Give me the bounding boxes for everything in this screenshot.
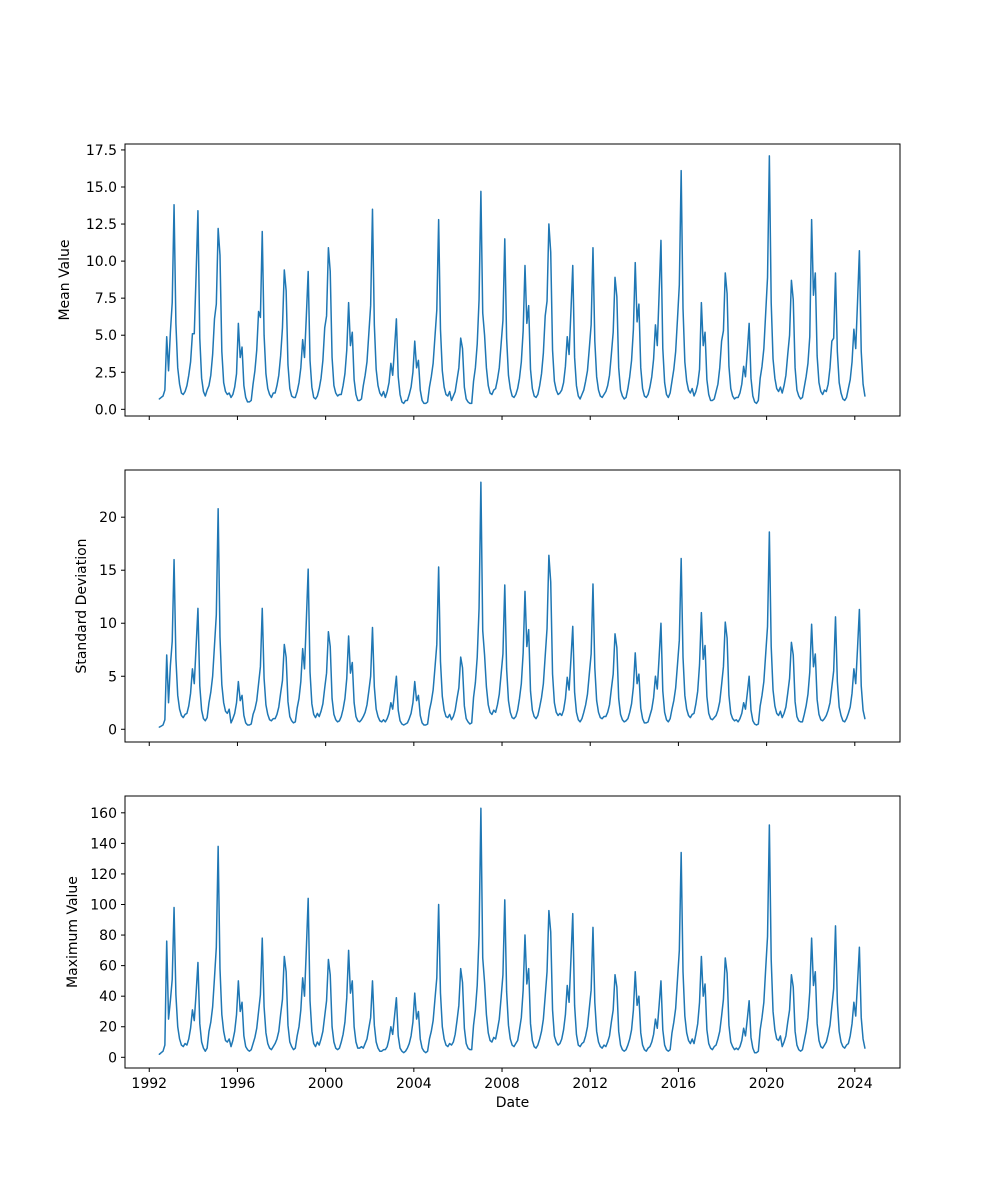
- y-tick-label: 5: [108, 669, 117, 685]
- axes-spines-standard-deviation: [124, 469, 901, 743]
- line-series-maximum-value: [158, 807, 866, 1055]
- y-axis-label-standard-deviation: Standard Deviation: [74, 538, 90, 673]
- y-tick-label: 0: [108, 722, 117, 738]
- y-tick-label: 20: [99, 1020, 117, 1036]
- y-tick-label: 7.5: [95, 291, 117, 307]
- y-tick-label: 0.0: [95, 402, 117, 418]
- y-tick-label: 2.5: [95, 365, 117, 381]
- y-tick-label: 20: [99, 510, 117, 526]
- subplot-mean-value: 0.0 2.5 5.0 7.5 10.0 12.5 15.0 17.5 Mean Value: [57, 143, 901, 420]
- y-tick-label: 15.0: [86, 180, 117, 196]
- y-axis-label-maximum-value: Maximum Value: [65, 876, 81, 988]
- x-tick-label: 2016: [661, 1076, 697, 1092]
- x-tick-label: 2024: [837, 1076, 873, 1092]
- y-tick-label: 160: [90, 806, 117, 822]
- y-tick-label: 5.0: [95, 328, 117, 344]
- subplot-maximum-value: 0 20 40 60 80 100 120 140 160 1992 1996 2000 2004 200…: [65, 795, 901, 1111]
- y-axis-label-mean-value: Mean Value: [57, 239, 73, 320]
- x-tick-label: 2004: [396, 1076, 432, 1092]
- x-axis-label: Date: [496, 1095, 529, 1111]
- y-tick-label: 120: [90, 867, 117, 883]
- x-tick-label: 2000: [308, 1076, 344, 1092]
- line-series-mean-value: [158, 155, 866, 405]
- x-tick-label: 1992: [131, 1076, 167, 1092]
- y-tick-label: 100: [90, 897, 117, 913]
- subplot-standard-deviation: 0 5 10 15 20 Standard Deviation: [74, 469, 901, 746]
- axes-spines-mean-value: [124, 143, 901, 417]
- axes-spines-maximum-value: [124, 795, 901, 1069]
- y-tick-label: 17.5: [86, 143, 117, 159]
- y-tick-label: 40: [99, 989, 117, 1005]
- x-tick-label: 2008: [484, 1076, 520, 1092]
- y-tick-label: 10.0: [86, 254, 117, 270]
- y-tick-label: 15: [99, 563, 117, 579]
- y-tick-label: 140: [90, 836, 117, 852]
- y-tick-label: 60: [99, 959, 117, 975]
- y-tick-label: 80: [99, 928, 117, 944]
- x-tick-label: 2012: [572, 1076, 608, 1092]
- y-tick-label: 10: [99, 616, 117, 632]
- y-tick-label: 12.5: [86, 217, 117, 233]
- line-series-standard-deviation: [158, 481, 866, 728]
- x-tick-label: 2020: [749, 1076, 785, 1092]
- y-tick-label: 0: [108, 1050, 117, 1066]
- x-tick-label: 1996: [220, 1076, 256, 1092]
